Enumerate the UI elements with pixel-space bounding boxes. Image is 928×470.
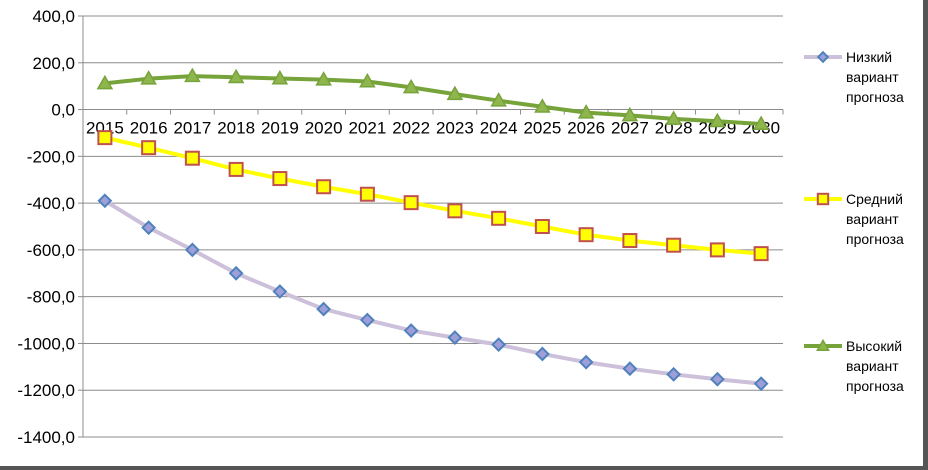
data-point bbox=[359, 186, 375, 202]
data-point bbox=[272, 284, 288, 299]
legend-label: вариант bbox=[846, 358, 899, 374]
data-point bbox=[666, 237, 682, 253]
series-1 bbox=[97, 193, 769, 392]
data-point bbox=[140, 70, 157, 85]
data-point bbox=[184, 150, 200, 166]
y-tick-label: -800,0 bbox=[27, 288, 75, 307]
data-point bbox=[577, 104, 595, 119]
data-point bbox=[403, 323, 419, 338]
data-point bbox=[315, 71, 332, 86]
y-tick-label: -1200,0 bbox=[17, 381, 75, 400]
data-point bbox=[665, 110, 682, 125]
data-point bbox=[491, 337, 507, 353]
legend-marker bbox=[816, 192, 830, 206]
y-tick-label: 200,0 bbox=[32, 54, 75, 73]
data-point bbox=[271, 69, 289, 85]
data-point bbox=[316, 179, 332, 195]
y-tick-label: -200,0 bbox=[27, 147, 75, 166]
legend-entry-3: Высокий вариант прогноза bbox=[804, 338, 904, 394]
y-tick-label: -400,0 bbox=[27, 194, 75, 213]
data-point bbox=[97, 193, 113, 209]
series-2 bbox=[97, 130, 769, 262]
data-point bbox=[447, 203, 463, 219]
x-tick-label: 2018 bbox=[217, 119, 255, 138]
data-point bbox=[709, 371, 725, 387]
legend-label: вариант bbox=[846, 69, 899, 85]
legend-label: Низкий bbox=[846, 49, 892, 65]
y-tick-label: -1000,0 bbox=[17, 334, 75, 353]
data-point bbox=[752, 115, 770, 131]
x-tick-label: 2027 bbox=[611, 119, 649, 138]
data-point bbox=[491, 210, 507, 226]
legend-entry-1: Низкий вариант прогноза bbox=[804, 49, 904, 105]
data-point bbox=[184, 67, 201, 83]
data-point bbox=[709, 242, 725, 258]
data-point bbox=[622, 233, 638, 249]
x-tick-label: 2024 bbox=[480, 119, 518, 138]
x-tick-label: 2020 bbox=[305, 119, 343, 138]
legend-label: прогноза bbox=[846, 378, 904, 394]
x-tick-label: 2022 bbox=[392, 119, 430, 138]
series-line bbox=[104, 135, 762, 256]
data-point bbox=[534, 219, 550, 234]
data-point bbox=[359, 72, 376, 88]
x-tick-label: 2026 bbox=[567, 119, 605, 138]
data-point bbox=[141, 220, 157, 236]
legend-label: Высокий bbox=[846, 338, 902, 354]
x-tick-label: 2015 bbox=[86, 119, 124, 138]
data-point bbox=[97, 130, 113, 146]
x-tick-label: 2019 bbox=[261, 119, 299, 138]
data-point bbox=[578, 227, 594, 243]
legend-label: вариант bbox=[846, 211, 899, 227]
data-point bbox=[534, 98, 551, 113]
data-point bbox=[621, 106, 639, 122]
x-tick-label: 2025 bbox=[523, 119, 561, 138]
data-point bbox=[141, 140, 157, 156]
data-point bbox=[402, 78, 420, 94]
data-point bbox=[709, 112, 726, 128]
x-tick-label: 2028 bbox=[655, 119, 693, 138]
y-tick-label: 400,0 bbox=[32, 7, 75, 26]
x-tick-label: 2021 bbox=[348, 119, 386, 138]
data-point bbox=[446, 85, 464, 101]
legend-label: прогноза bbox=[846, 89, 904, 105]
series-line bbox=[104, 74, 762, 127]
data-point bbox=[490, 92, 507, 107]
data-point bbox=[228, 265, 244, 281]
data-point bbox=[534, 346, 550, 362]
data-point bbox=[184, 242, 200, 258]
legend-entry-2: Средний вариант прогноза bbox=[804, 191, 904, 247]
frame-right bbox=[923, 0, 928, 470]
series-line bbox=[103, 199, 762, 386]
data-point bbox=[403, 195, 419, 211]
y-tick-label: 0,0 bbox=[51, 101, 75, 120]
data-point bbox=[578, 354, 594, 370]
legend-label: Средний bbox=[846, 191, 903, 207]
x-tick-label: 2017 bbox=[173, 119, 211, 138]
data-point bbox=[272, 171, 288, 187]
legend-marker bbox=[816, 338, 830, 351]
data-point bbox=[227, 68, 245, 84]
series-3 bbox=[96, 67, 770, 131]
legend-marker bbox=[816, 50, 830, 64]
data-point bbox=[753, 376, 769, 392]
data-point bbox=[316, 301, 332, 317]
data-point bbox=[753, 246, 769, 262]
y-tick-label: -1400,0 bbox=[17, 428, 75, 447]
y-tick-label: -600,0 bbox=[27, 241, 75, 260]
x-tick-label: 2016 bbox=[130, 119, 168, 138]
frame-bottom bbox=[0, 466, 928, 470]
legend-label: прогноза bbox=[846, 231, 904, 247]
x-tick-label: 2023 bbox=[436, 119, 474, 138]
data-point bbox=[666, 366, 682, 382]
data-point bbox=[622, 361, 638, 377]
data-point bbox=[447, 330, 463, 346]
data-point bbox=[359, 312, 375, 328]
data-point bbox=[228, 161, 244, 177]
data-point bbox=[96, 74, 114, 90]
